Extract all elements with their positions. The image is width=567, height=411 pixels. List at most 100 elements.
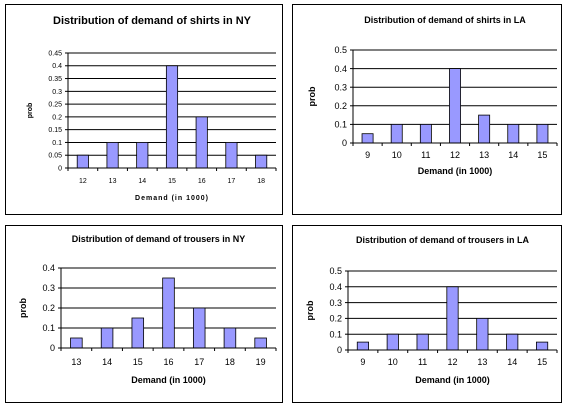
bar [536, 124, 549, 144]
x-tick-label: 19 [256, 357, 266, 367]
x-axis-label: Demand (in 1000) [135, 195, 209, 202]
chart-title: Distribution of demand of shirts in NY [53, 15, 252, 27]
bar [390, 124, 403, 144]
y-tick-label: 0.1 [42, 323, 55, 333]
bar [131, 317, 145, 349]
bar [449, 68, 461, 144]
x-tick-label: 18 [257, 178, 265, 185]
y-tick-label: 0.5 [334, 45, 347, 55]
bar [76, 154, 89, 169]
bar [192, 307, 206, 349]
bar [100, 327, 114, 349]
x-tick-label: 14 [508, 150, 518, 160]
y-tick-label: 0.2 [42, 303, 55, 313]
bar [356, 341, 370, 351]
bar [223, 327, 237, 349]
y-tick-label: 0.4 [329, 282, 342, 292]
bar [254, 337, 267, 349]
y-tick-label: 0 [58, 165, 62, 172]
y-tick-label: 0.3 [329, 298, 342, 308]
x-tick-label: 11 [421, 150, 430, 160]
x-tick-label: 14 [138, 178, 146, 185]
y-tick-label: 0 [337, 345, 342, 355]
x-tick-label: 13 [71, 357, 81, 367]
y-axis-label: prob [27, 103, 34, 119]
bar [136, 142, 149, 169]
bar [506, 333, 519, 351]
x-axis-label: Demand (in 1000) [131, 375, 206, 385]
y-tick-label: 0.2 [52, 114, 62, 121]
bar [478, 114, 491, 144]
chart-title: Distribution of demand of trousers in LA [356, 235, 530, 245]
x-tick-label: 18 [225, 357, 235, 367]
x-tick-label: 14 [102, 357, 112, 367]
bar [361, 133, 374, 144]
chart-panel-trousers-ny: Distribution of demand of trousers in NY… [5, 225, 283, 403]
bar [225, 142, 238, 169]
bar [255, 154, 268, 169]
x-tick-label: 15 [537, 357, 547, 367]
y-tick-label: 0.05 [48, 153, 62, 160]
x-tick-label: 15 [133, 357, 143, 367]
y-axis-label: prob [305, 300, 315, 320]
y-tick-label: 0.1 [329, 329, 342, 339]
chart-svg-shirts-ny: Distribution of demand of shirts in NY 0 0… [27, 15, 277, 202]
chart-title: Distribution of demand of shirts in LA [364, 15, 526, 25]
bar [162, 277, 175, 349]
chart-panel-shirts-la: Distribution of demand of shirts in LA 0 0… [292, 4, 562, 215]
y-tick-label: 0.1 [334, 120, 347, 130]
y-tick-label: 0.3 [42, 283, 55, 293]
x-tick-label: 9 [360, 357, 365, 367]
y-tick-label: 0.4 [334, 64, 347, 74]
y-tick-label: 0.5 [329, 266, 342, 276]
y-tick-label: 0.15 [48, 127, 62, 134]
y-tick-label: 0.2 [334, 101, 347, 111]
y-tick-label: 0.3 [52, 89, 62, 96]
chart-panel-shirts-ny: Distribution of demand of shirts in NY 0 0… [5, 4, 283, 215]
x-tick-label: 17 [228, 178, 236, 185]
x-axis-label: Demand (in 1000) [415, 375, 490, 385]
x-tick-label: 12 [79, 178, 87, 185]
x-tick-label: 15 [168, 178, 176, 185]
x-tick-label: 13 [109, 178, 117, 185]
x-tick-label: 12 [450, 150, 460, 160]
y-tick-label: 0 [50, 343, 55, 353]
y-tick-label: 0.1 [52, 140, 62, 147]
bar [419, 124, 432, 144]
chart-svg-trousers-la: Distribution of demand of trousers in LA… [305, 235, 558, 385]
x-tick-label: 10 [392, 150, 402, 160]
x-tick-label: 13 [477, 357, 487, 367]
bar [535, 341, 549, 351]
x-tick-label: 16 [163, 357, 173, 367]
bar [106, 142, 119, 169]
x-tick-label: 10 [388, 357, 398, 367]
y-tick-label: 0 [342, 138, 347, 148]
chart-svg-shirts-la: Distribution of demand of shirts in LA 0 0… [307, 15, 558, 176]
x-tick-label: 17 [194, 357, 204, 367]
bar [386, 333, 399, 351]
y-tick-label: 0.25 [48, 102, 62, 109]
bar [195, 116, 208, 169]
x-tick-label: 15 [537, 150, 547, 160]
y-tick-label: 0.4 [42, 263, 55, 273]
bar [70, 337, 83, 349]
x-tick-label: 9 [365, 150, 370, 160]
x-tick-label: 14 [507, 357, 517, 367]
y-axis-label: prob [307, 86, 317, 106]
y-axis-label: prob [18, 298, 28, 318]
y-tick-label: 0.4 [52, 63, 62, 70]
x-tick-label: 13 [479, 150, 489, 160]
chart-svg-trousers-ny: Distribution of demand of trousers in NY… [18, 234, 277, 385]
y-tick-label: 0.35 [48, 76, 62, 83]
x-tick-label: 11 [418, 357, 427, 367]
y-tick-label: 0.2 [329, 314, 342, 324]
bar [476, 318, 489, 351]
x-tick-label: 12 [447, 357, 457, 367]
bar [446, 286, 459, 351]
y-tick-label: 0.3 [334, 82, 347, 92]
y-tick-label: 0.45 [48, 50, 62, 57]
chart-panel-trousers-la: Distribution of demand of trousers in LA… [292, 225, 562, 403]
chart-title: Distribution of demand of trousers in NY [72, 234, 246, 244]
bar [416, 333, 429, 351]
bar [507, 124, 520, 144]
